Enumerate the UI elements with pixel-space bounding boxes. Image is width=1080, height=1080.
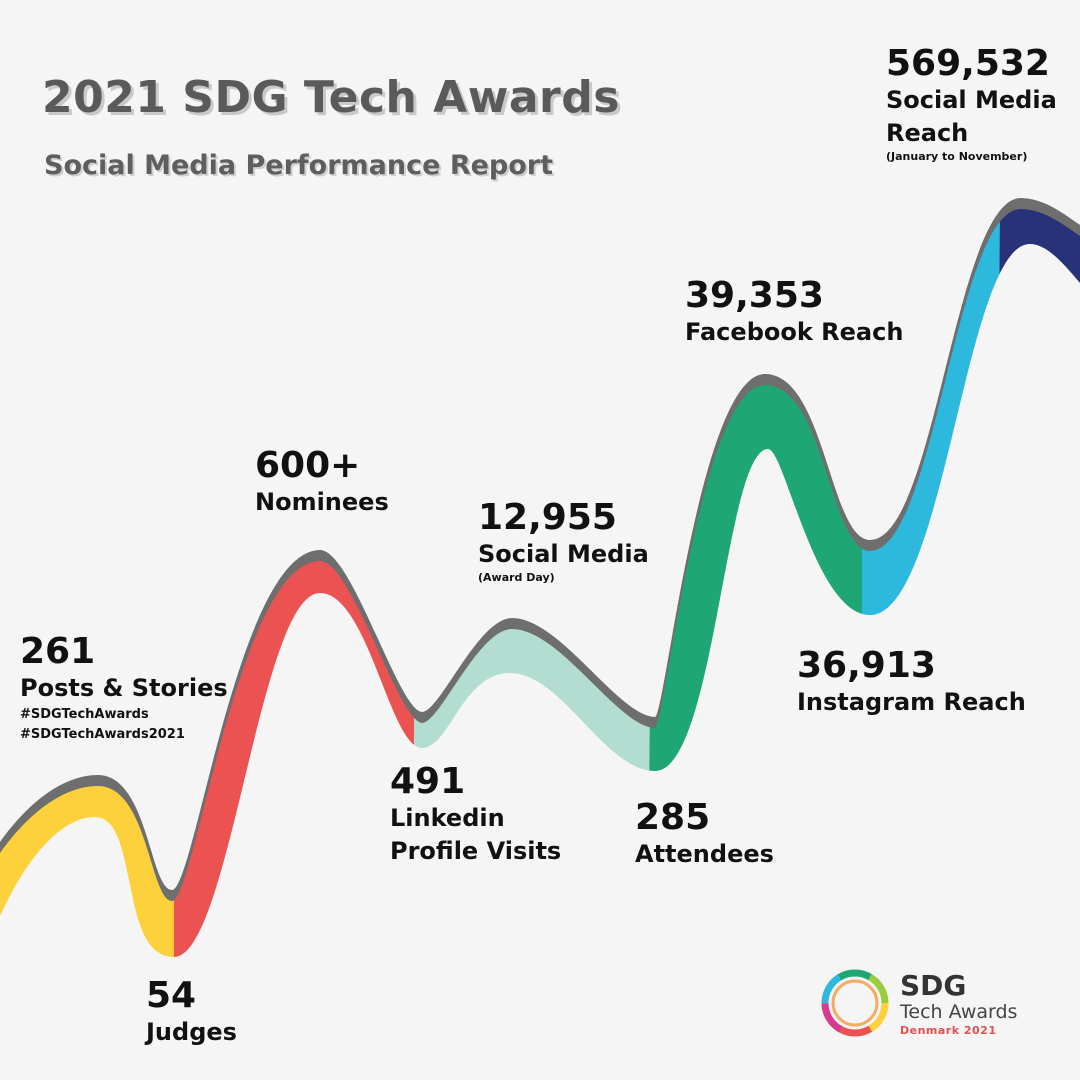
stat-award-day-label: Social Media bbox=[478, 540, 649, 568]
ribbon-yellow bbox=[0, 786, 174, 957]
stat-judges-label: Judges bbox=[146, 1018, 237, 1046]
stat-total-reach: 569,532 Social Media Reach (January to N… bbox=[886, 44, 1057, 164]
stat-attendees-label: Attendees bbox=[635, 840, 774, 868]
stat-facebook-value: 39,353 bbox=[685, 275, 824, 316]
stat-award-day-note: (Award Day) bbox=[478, 571, 555, 584]
stat-facebook-label: Facebook Reach bbox=[685, 318, 904, 346]
stat-total-label-1: Social Media bbox=[886, 86, 1057, 114]
stat-posts-tag1: #SDGTechAwards bbox=[20, 707, 149, 722]
stat-posts-tag2: #SDGTechAwards2021 bbox=[20, 727, 185, 742]
stat-total-note: (January to November) bbox=[886, 150, 1028, 163]
stat-posts: 261 Posts & Stories #SDGTechAwards #SDGT… bbox=[20, 632, 228, 745]
stat-nominees: 600+ Nominees bbox=[255, 446, 389, 519]
stat-nominees-value: 600+ bbox=[255, 445, 361, 486]
multicolor-ring-icon bbox=[821, 969, 889, 1037]
wave-colors bbox=[0, 209, 1080, 957]
stat-linkedin-label-1: Linkedin bbox=[390, 804, 505, 832]
stat-linkedin-label-2: Profile Visits bbox=[390, 837, 562, 865]
stat-total-label-2: Reach bbox=[886, 119, 969, 147]
stat-total-value: 569,532 bbox=[886, 43, 1050, 84]
stat-judges-value: 54 bbox=[146, 975, 197, 1016]
stat-linkedin: 491 Linkedin Profile Visits bbox=[390, 762, 561, 868]
logo-edition: Denmark 2021 bbox=[900, 1024, 997, 1037]
stat-facebook: 39,353 Facebook Reach bbox=[685, 276, 903, 349]
logo-name: SDG bbox=[900, 969, 967, 1002]
stat-attendees-value: 285 bbox=[635, 797, 711, 838]
page-subtitle: Social Media Performance Report bbox=[44, 150, 554, 181]
stat-nominees-label: Nominees bbox=[255, 488, 389, 516]
wave-segment-yellow bbox=[0, 786, 174, 957]
stat-posts-value: 261 bbox=[20, 631, 96, 672]
logo-subname: Tech Awards bbox=[900, 1001, 1018, 1023]
wave-segment-red bbox=[174, 561, 414, 957]
stat-posts-label: Posts & Stories bbox=[20, 674, 228, 702]
stat-linkedin-value: 491 bbox=[390, 761, 466, 802]
ribbon-sky bbox=[862, 209, 1002, 957]
ribbon-red bbox=[174, 561, 414, 957]
stat-instagram-label: Instagram Reach bbox=[797, 688, 1026, 716]
stat-award-day-value: 12,955 bbox=[478, 497, 617, 538]
stat-instagram: 36,913 Instagram Reach bbox=[797, 646, 1026, 719]
wave-segment-sky bbox=[862, 209, 1002, 957]
stat-attendees: 285 Attendees bbox=[635, 798, 774, 871]
stat-judges: 54 Judges bbox=[146, 976, 237, 1049]
page-title: 2021 SDG Tech Awards bbox=[42, 72, 620, 123]
stat-instagram-value: 36,913 bbox=[797, 645, 936, 686]
stat-award-day: 12,955 Social Media (Award Day) bbox=[478, 498, 649, 585]
